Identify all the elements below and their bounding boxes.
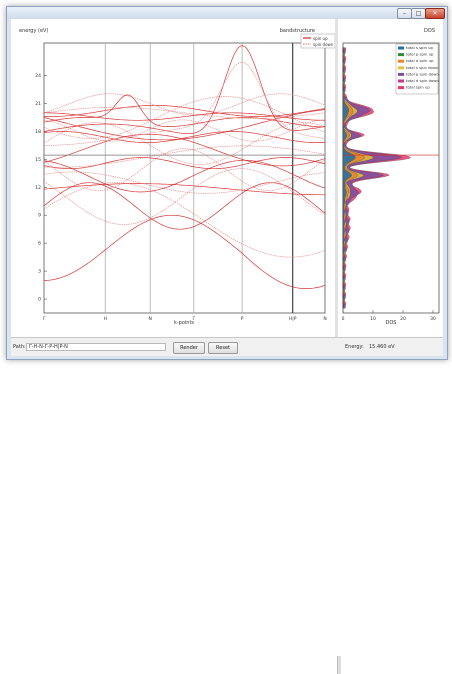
energy-label: Energy: bbox=[345, 344, 364, 350]
dos-plot-title: DOS bbox=[424, 28, 435, 34]
band-curve bbox=[43, 133, 326, 167]
band-curve bbox=[43, 131, 326, 143]
render-button[interactable]: Render bbox=[173, 342, 205, 354]
k-point-label: P bbox=[241, 316, 244, 322]
dos-legend-swatch bbox=[398, 53, 404, 57]
band-curve bbox=[44, 145, 326, 168]
energy-value: 15.460 eV bbox=[369, 344, 395, 350]
k-point-label: N bbox=[323, 316, 326, 322]
dos-legend-label: total d spin down bbox=[406, 78, 439, 83]
band-y-tick-label: 6 bbox=[38, 241, 41, 247]
band-y-tick-label: 0 bbox=[38, 297, 41, 303]
band-y-tick-label: 21 bbox=[35, 101, 41, 107]
band-plot-title: bandstructure bbox=[280, 28, 315, 34]
client-area: energy (eV) bandstructure k-points 0 3 6 9 1… bbox=[11, 19, 443, 674]
path-label: Path: bbox=[13, 344, 26, 350]
dos-x-tick-label: 30 bbox=[430, 316, 436, 322]
band-x-axis-label: k-points bbox=[174, 320, 194, 326]
band-curve bbox=[43, 182, 326, 230]
band-curve bbox=[43, 93, 326, 116]
dos-legend-label: total s spin up bbox=[406, 45, 434, 50]
band-y-tick-label: 15 bbox=[35, 157, 41, 163]
band-curve bbox=[43, 148, 326, 191]
path-input[interactable] bbox=[26, 343, 166, 351]
plot-area: energy (eV) bandstructure k-points 0 3 6 9 1… bbox=[11, 19, 443, 337]
band-k-point-lines: Γ H N Γ P H|P N bbox=[43, 43, 327, 322]
band-curve bbox=[43, 105, 326, 117]
band-curve bbox=[44, 112, 325, 121]
app-window: – □ ✕ energy (eV) bandstructure k-points… bbox=[6, 6, 448, 674]
panel-splitter[interactable] bbox=[335, 19, 338, 337]
band-curve bbox=[43, 159, 326, 193]
band-curve bbox=[43, 157, 326, 170]
band-axes-frame bbox=[43, 42, 326, 314]
band-lines bbox=[43, 45, 326, 289]
k-point-label: H bbox=[104, 316, 107, 322]
title-bar[interactable]: – □ ✕ bbox=[7, 7, 447, 19]
band-curve bbox=[43, 182, 326, 258]
dos-legend-swatch bbox=[398, 72, 404, 76]
band-legend: spin up spin down bbox=[300, 33, 336, 49]
band-y-tick-label: 3 bbox=[38, 269, 41, 275]
dos-x-ticks: 0 10 20 30 bbox=[342, 310, 436, 322]
dos-fill bbox=[342, 47, 356, 309]
band-curve bbox=[44, 214, 326, 289]
k-point-label: Γ bbox=[193, 316, 196, 322]
band-y-axis-label: energy (eV) bbox=[19, 28, 48, 34]
band-y-tick-label: 9 bbox=[38, 213, 41, 219]
k-point-label: H|P bbox=[289, 316, 297, 322]
dos-legend-label: total d spin up bbox=[406, 58, 434, 63]
band-y-tick-label: 18 bbox=[35, 129, 41, 135]
bottom-toolbar: Path: Render Reset Energy: 15.460 eV bbox=[11, 337, 443, 674]
dos-legend-label: total spin up bbox=[406, 85, 430, 90]
dos-legend-swatch bbox=[398, 59, 404, 63]
legend-spin-down-label: spin down bbox=[313, 42, 334, 47]
dos-x-tick-label: 0 bbox=[342, 316, 345, 322]
close-button[interactable]: ✕ bbox=[425, 8, 445, 19]
dos-x-tick-label: 20 bbox=[400, 316, 406, 322]
band-curve bbox=[43, 96, 326, 139]
dos-legend-swatch bbox=[398, 46, 404, 50]
band-curve bbox=[43, 171, 326, 194]
band-curve bbox=[43, 45, 326, 135]
band-curve bbox=[43, 94, 325, 128]
band-curve bbox=[44, 62, 326, 146]
dos-legend-label: total p spin down bbox=[406, 71, 439, 76]
minimize-button[interactable]: – bbox=[397, 8, 412, 19]
band-y-tick-label: 12 bbox=[35, 185, 41, 191]
dos-curves bbox=[342, 47, 411, 309]
dos-legend-swatch bbox=[398, 66, 404, 70]
band-y-tick-label: 24 bbox=[35, 73, 41, 79]
plot-canvas[interactable]: energy (eV) bandstructure k-points 0 3 6 9 1… bbox=[11, 19, 443, 337]
dos-legend-swatch bbox=[398, 79, 404, 83]
band-curve bbox=[43, 106, 326, 119]
legend-spin-up-label: spin up bbox=[313, 36, 328, 41]
dos-legend-label: total p spin up bbox=[406, 52, 434, 57]
k-point-label: N bbox=[149, 316, 152, 322]
dos-legend-label: total s spin down bbox=[406, 65, 439, 70]
dos-x-axis-label: DOS bbox=[386, 320, 397, 326]
band-curve bbox=[43, 183, 325, 196]
k-point-label: Γ bbox=[43, 316, 46, 322]
dos-x-tick-label: 10 bbox=[370, 316, 376, 322]
dos-panel: DOS 0 10 20 30 DOS total s spin up total p s… bbox=[342, 28, 440, 326]
reset-button[interactable]: Reset bbox=[208, 342, 238, 354]
dos-legend-swatch bbox=[398, 86, 404, 90]
band-curve bbox=[43, 119, 326, 142]
maximize-button[interactable]: □ bbox=[411, 8, 426, 19]
band-structure-panel: energy (eV) bandstructure k-points 0 3 6 9 1… bbox=[11, 19, 336, 337]
band-curve bbox=[43, 122, 326, 165]
status-splitter[interactable] bbox=[337, 656, 341, 674]
